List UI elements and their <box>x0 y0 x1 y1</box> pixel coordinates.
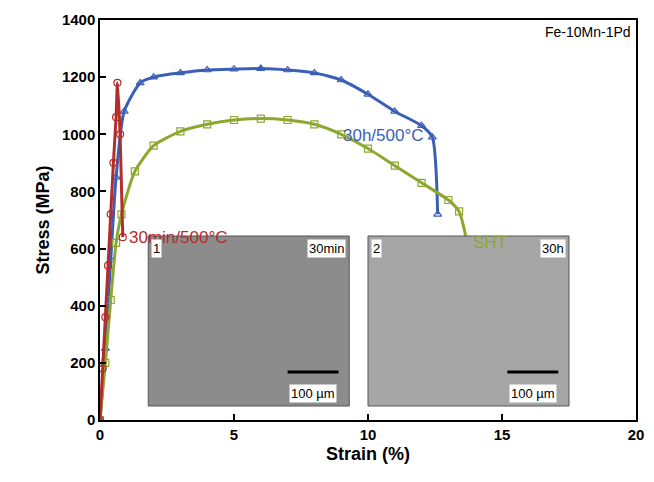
svg-text:0: 0 <box>96 426 104 443</box>
svg-text:200: 200 <box>70 354 95 371</box>
svg-text:30h: 30h <box>542 241 564 256</box>
svg-text:Stress (MPa): Stress (MPa) <box>33 165 53 274</box>
svg-text:5: 5 <box>230 426 238 443</box>
svg-text:800: 800 <box>70 183 95 200</box>
svg-text:10: 10 <box>360 426 377 443</box>
svg-text:30min: 30min <box>309 241 344 256</box>
svg-text:0: 0 <box>87 411 95 428</box>
svg-text:2: 2 <box>373 241 380 256</box>
svg-text:100 µm: 100 µm <box>291 386 335 401</box>
svg-text:400: 400 <box>70 297 95 314</box>
svg-text:1400: 1400 <box>62 11 95 28</box>
svg-text:Strain (%): Strain (%) <box>326 444 410 464</box>
svg-text:SHT: SHT <box>473 233 507 252</box>
svg-text:100 µm: 100 µm <box>511 386 555 401</box>
svg-text:1: 1 <box>153 241 160 256</box>
svg-text:1200: 1200 <box>62 68 95 85</box>
svg-text:600: 600 <box>70 240 95 257</box>
svg-text:30h/500°C: 30h/500°C <box>343 126 424 145</box>
svg-text:30min/500°C: 30min/500°C <box>129 228 227 247</box>
svg-text:15: 15 <box>494 426 511 443</box>
svg-text:1000: 1000 <box>62 126 95 143</box>
svg-text:20: 20 <box>628 426 645 443</box>
svg-text:Fe-10Mn-1Pd: Fe-10Mn-1Pd <box>545 24 631 40</box>
